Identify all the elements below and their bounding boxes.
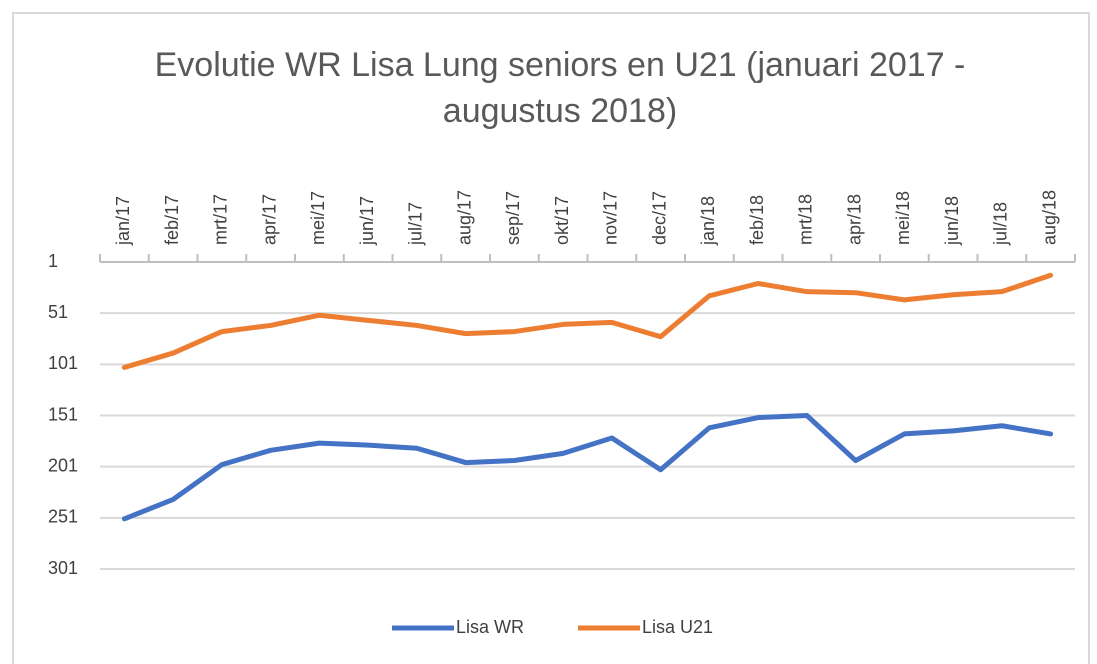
series-line xyxy=(121,413,1054,522)
x-tick-label: jul/17 xyxy=(406,202,426,246)
x-tick-label: jan/17 xyxy=(113,196,133,246)
x-tick-label: apr/18 xyxy=(844,194,864,245)
y-tick-label: 251 xyxy=(48,507,78,527)
legend-label: Lisa U21 xyxy=(642,617,713,637)
x-tick-label: jun/17 xyxy=(357,196,377,246)
x-tick-label: mrt/18 xyxy=(796,194,816,245)
x-tick-label: mrt/17 xyxy=(211,194,231,245)
x-tick-label: feb/18 xyxy=(747,195,767,245)
x-tick-label: nov/17 xyxy=(601,191,621,245)
x-tick-label: apr/17 xyxy=(259,194,279,245)
x-tick-label: dec/17 xyxy=(649,191,669,245)
x-tick-label: aug/18 xyxy=(1039,190,1059,245)
y-tick-label: 1 xyxy=(48,251,58,271)
y-tick-label: 51 xyxy=(48,302,68,322)
y-tick-label: 301 xyxy=(48,558,78,578)
chart-title: Evolutie WR Lisa Lung seniors en U21 (ja… xyxy=(154,46,966,130)
legend-label: Lisa WR xyxy=(456,617,524,637)
x-tick-label: mei/18 xyxy=(893,191,913,245)
x-tick-label: feb/17 xyxy=(162,195,182,245)
x-tick-label: okt/17 xyxy=(552,196,572,245)
series-line xyxy=(121,272,1054,370)
x-tick-label: mei/17 xyxy=(308,191,328,245)
x-tick-label: jun/18 xyxy=(942,196,962,246)
chart-border xyxy=(12,12,1090,664)
y-tick-label: 201 xyxy=(48,455,78,475)
y-tick-label: 151 xyxy=(48,404,78,424)
x-tick-label: sep/17 xyxy=(503,191,523,245)
y-tick-label: 101 xyxy=(48,353,78,373)
x-tick-label: jan/18 xyxy=(698,196,718,246)
x-tick-label: jul/18 xyxy=(991,202,1011,246)
x-tick-label: aug/17 xyxy=(454,190,474,245)
